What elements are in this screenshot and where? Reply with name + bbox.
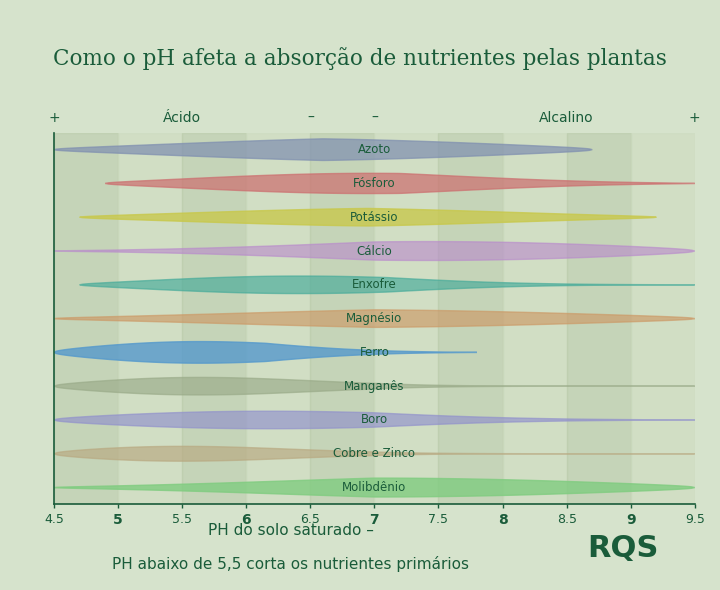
Polygon shape (54, 446, 695, 461)
Text: Cobre e Zinco: Cobre e Zinco (333, 447, 415, 460)
Bar (246, 133, 310, 504)
Text: RQS: RQS (587, 535, 658, 563)
Text: –: – (371, 111, 378, 125)
Polygon shape (80, 276, 695, 294)
Text: Fósforo: Fósforo (353, 177, 396, 190)
Text: Azoto: Azoto (358, 143, 391, 156)
Bar (374, 133, 438, 504)
Polygon shape (54, 378, 695, 395)
Polygon shape (54, 478, 695, 497)
Text: +: + (689, 111, 701, 125)
Text: PH do solo saturado –: PH do solo saturado – (208, 523, 374, 537)
Text: Ferro: Ferro (359, 346, 390, 359)
Polygon shape (105, 173, 695, 194)
Polygon shape (54, 411, 695, 429)
Bar (438, 133, 503, 504)
Polygon shape (54, 342, 477, 363)
Bar (503, 133, 567, 504)
Polygon shape (80, 208, 657, 226)
Text: +: + (48, 111, 60, 125)
Text: Alcalino: Alcalino (539, 111, 594, 125)
Text: Como o pH afeta a absorção de nutrientes pelas plantas: Como o pH afeta a absorção de nutrientes… (53, 48, 667, 70)
Text: Ácido: Ácido (163, 111, 201, 125)
Text: Potássio: Potássio (350, 211, 399, 224)
Text: PH abaixo de 5,5 corta os nutrientes primários: PH abaixo de 5,5 corta os nutrientes pri… (112, 556, 469, 572)
Text: Cálcio: Cálcio (356, 244, 392, 257)
Bar (182, 133, 246, 504)
Bar (310, 133, 374, 504)
Bar (631, 133, 695, 504)
Text: Magnésio: Magnésio (346, 312, 402, 325)
Text: Molibdênio: Molibdênio (342, 481, 407, 494)
Bar (118, 133, 182, 504)
Text: –: – (307, 111, 314, 125)
Text: Boro: Boro (361, 414, 388, 427)
Polygon shape (54, 139, 593, 160)
Text: Manganês: Manganês (344, 380, 405, 393)
Text: Enxofre: Enxofre (352, 278, 397, 291)
Bar (567, 133, 631, 504)
Polygon shape (54, 310, 695, 327)
Polygon shape (54, 241, 695, 260)
Bar (54, 133, 118, 504)
